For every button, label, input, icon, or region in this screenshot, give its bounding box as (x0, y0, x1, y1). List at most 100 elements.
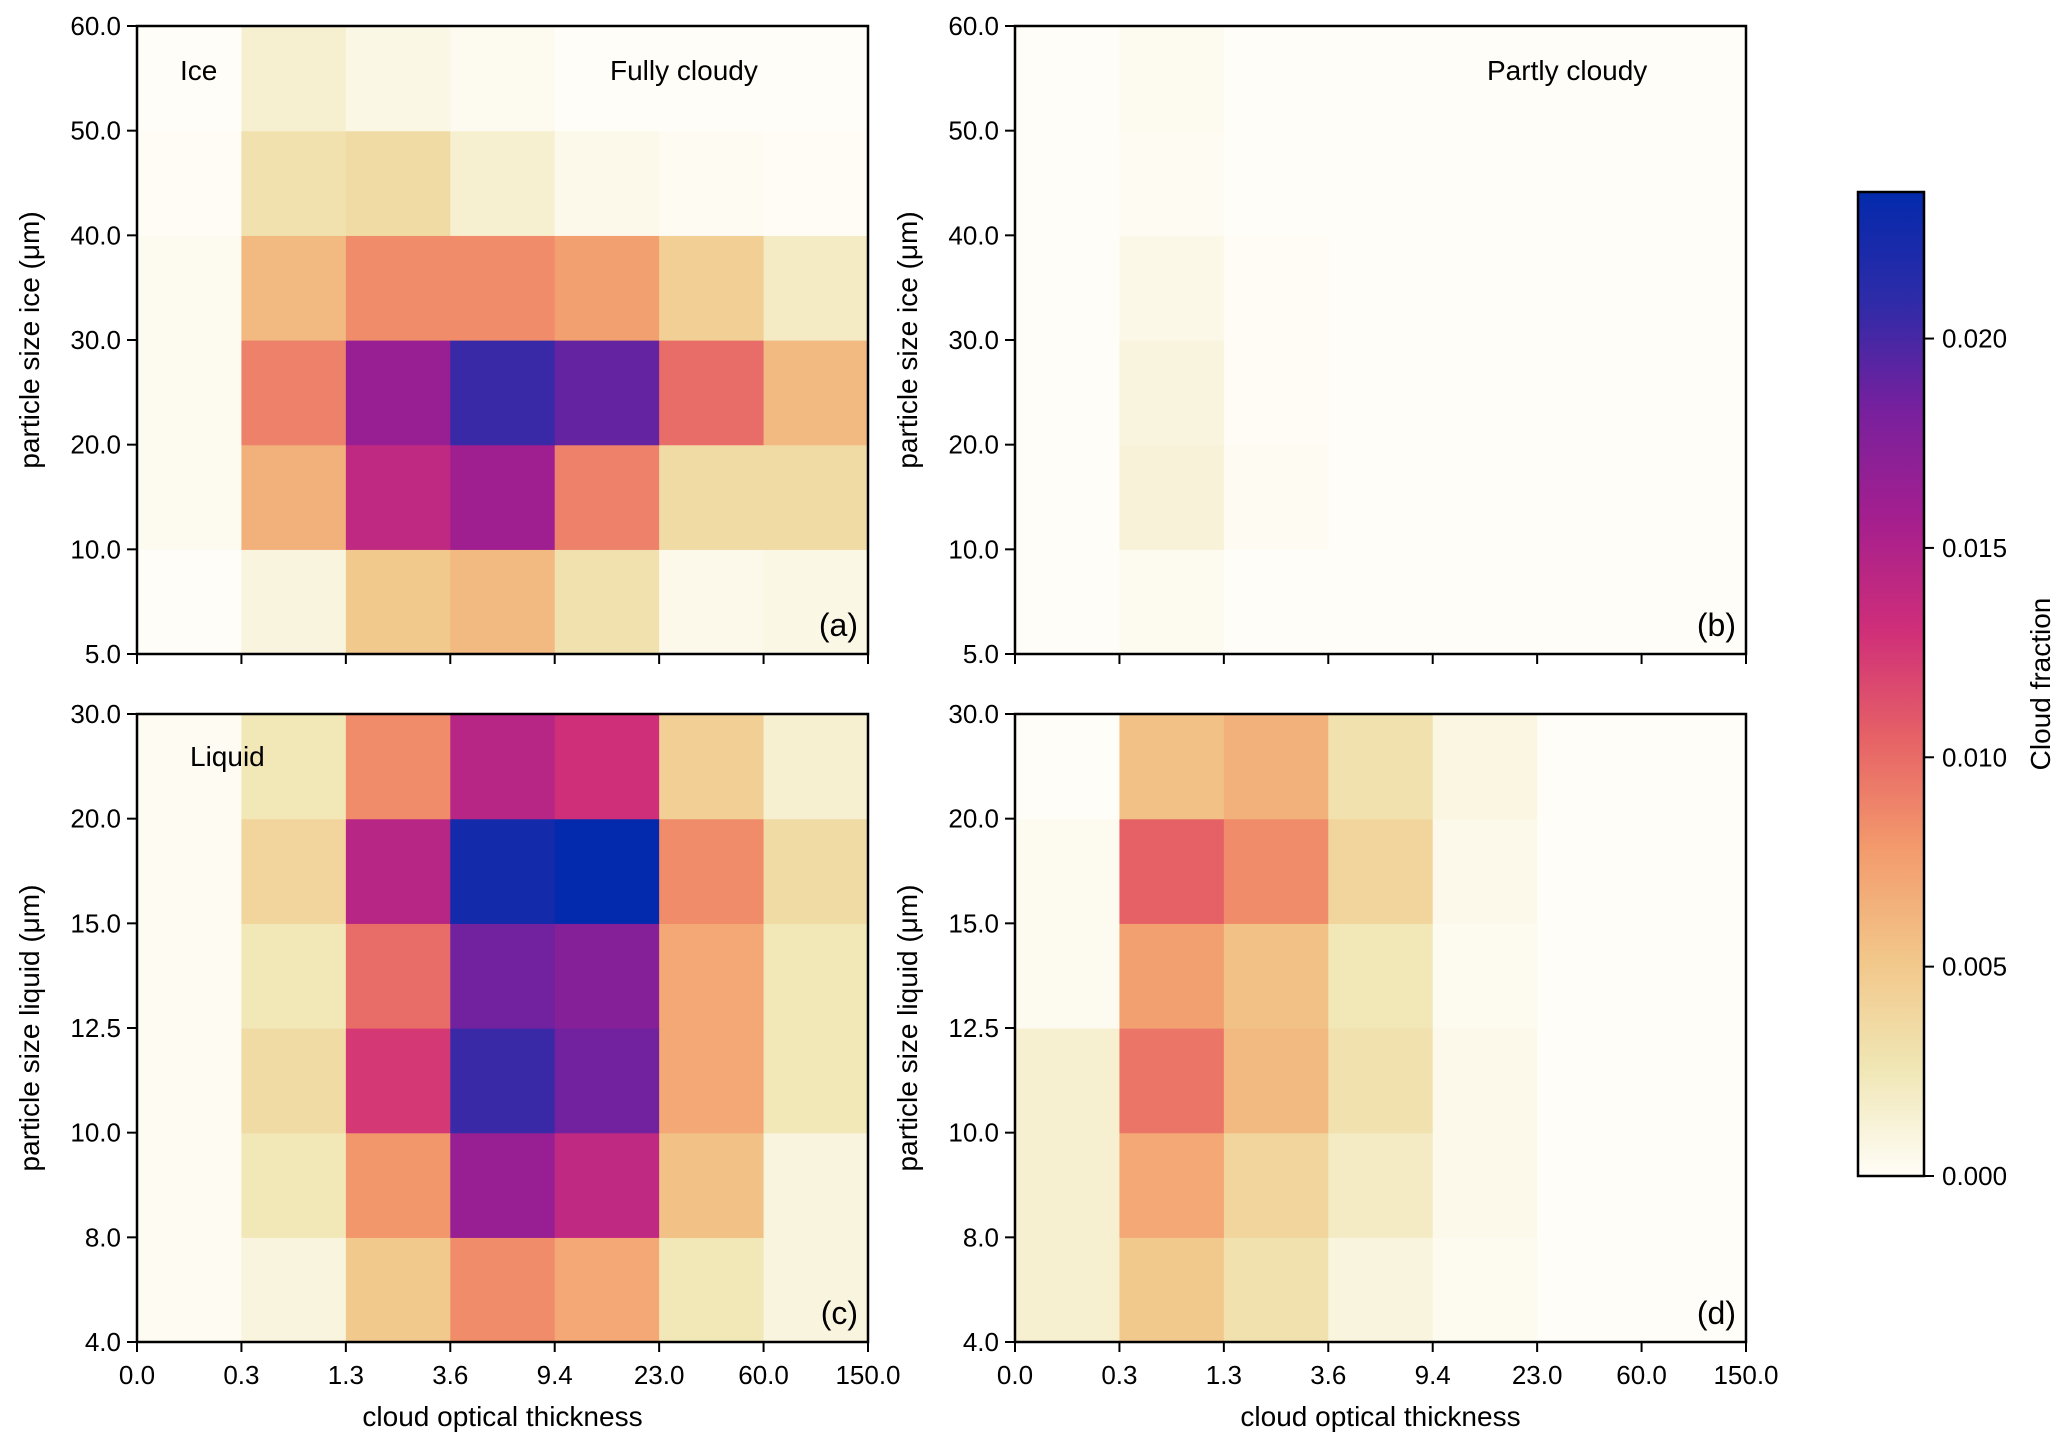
y-tick-label: 8.0 (963, 1222, 999, 1252)
y-tick-label: 50.0 (948, 116, 999, 146)
y-tick-label: 40.0 (70, 220, 121, 250)
heatmap-cell (241, 444, 347, 550)
heatmap-cell (763, 444, 869, 550)
heatmap-cell (1015, 1132, 1121, 1238)
heatmap-cell (450, 1237, 556, 1343)
heatmap-cell (1328, 549, 1434, 655)
panel-tag-label: (c) (821, 1295, 858, 1331)
heatmap-cell (1223, 130, 1329, 236)
heatmap-cell (1328, 235, 1434, 341)
heatmap-cell (1119, 549, 1225, 655)
heatmap-cell (1223, 235, 1329, 341)
heatmap-cell (345, 549, 451, 655)
panel-c: 0.0 0.3 1.3 3.6 9.4 23.0 60.0 150.0 4.0 8.0 10.0 12… (14, 699, 901, 1432)
heatmap-cell (1119, 714, 1225, 820)
heatmap-cell (763, 549, 869, 655)
heatmap-cell (1223, 26, 1329, 132)
heatmap-cell (137, 549, 243, 655)
x-tick-label: 3.6 (432, 1360, 468, 1390)
heatmap-cell (450, 1132, 556, 1238)
heatmap-cell (1641, 1132, 1747, 1238)
heatmap-cell (659, 1132, 765, 1238)
y-tick-label: 30.0 (948, 699, 999, 729)
heatmap-cell (763, 340, 869, 446)
heatmap-cell (450, 340, 556, 446)
heatmap-cell (345, 714, 451, 820)
heatmap-cell (241, 340, 347, 446)
heatmap-cell (1537, 444, 1643, 550)
heatmap-cell (1015, 444, 1121, 550)
heatmap-cell (137, 714, 243, 820)
heatmap-cell (450, 714, 556, 820)
y-tick-label: 20.0 (70, 430, 121, 460)
heatmap-cell (1223, 714, 1329, 820)
x-tick-label: 150.0 (835, 1360, 900, 1390)
heatmap-cell (345, 923, 451, 1029)
y-tick-label: 30.0 (948, 325, 999, 355)
heatmap-cell (450, 923, 556, 1029)
heatmap-cell (1537, 130, 1643, 236)
y-tick-label: 20.0 (948, 430, 999, 460)
heatmap-cell (1432, 1028, 1538, 1134)
x-tick-label: 23.0 (1512, 1360, 1563, 1390)
heatmap-cell (137, 130, 243, 236)
y-tick-label: 30.0 (70, 325, 121, 355)
heatmap-cell (1641, 26, 1747, 132)
x-tick-label: 23.0 (634, 1360, 685, 1390)
y-tick-label: 4.0 (85, 1327, 121, 1357)
heatmap-cell (1328, 714, 1434, 820)
heatmap-cell (1328, 1237, 1434, 1343)
heatmap-cell (763, 1028, 869, 1134)
x-axis-label: cloud optical thickness (1240, 1401, 1520, 1432)
heatmap-cell (1015, 923, 1121, 1029)
heatmap-cell (1223, 340, 1329, 446)
heatmap-cell (1328, 923, 1434, 1029)
heatmap-cell (1328, 1132, 1434, 1238)
x-tick-label: 1.3 (328, 1360, 364, 1390)
colorbar-tick-label: 0.005 (1942, 952, 2007, 982)
heatmap-cell (345, 1028, 451, 1134)
heatmap-cell (659, 714, 765, 820)
colorbar-tick-label: 0.010 (1942, 742, 2007, 772)
heatmap-cell (1537, 923, 1643, 1029)
x-tick-label: 9.4 (1415, 1360, 1451, 1390)
heatmap-cell (1119, 1237, 1225, 1343)
y-tick-label: 10.0 (70, 1118, 121, 1148)
colorbar-gradient (1856, 190, 1926, 1178)
heatmap-cell (241, 1028, 347, 1134)
y-tick-label: 12.5 (948, 1013, 999, 1043)
heatmap-cell (1223, 1028, 1329, 1134)
x-tick-label: 9.4 (537, 1360, 573, 1390)
heatmap-cell (554, 340, 660, 446)
colorbar-tick-label: 0.000 (1942, 1161, 2007, 1191)
x-tick-label: 1.3 (1206, 1360, 1242, 1390)
heatmap-cell (659, 923, 765, 1029)
heatmap-cell (1537, 549, 1643, 655)
heatmap-cell (1223, 444, 1329, 550)
heatmap-cell (137, 1237, 243, 1343)
y-tick-label: 10.0 (948, 534, 999, 564)
x-tick-label: 60.0 (1616, 1360, 1667, 1390)
y-tick-label: 30.0 (70, 699, 121, 729)
heatmap-cell (1432, 923, 1538, 1029)
heatmap-cell (241, 923, 347, 1029)
heatmap-cell (1537, 714, 1643, 820)
heatmap-cell (1119, 26, 1225, 132)
heatmap-cell (1641, 340, 1747, 446)
heatmap-cell (1328, 130, 1434, 236)
heatmap-cell (1119, 1132, 1225, 1238)
y-tick-label: 12.5 (70, 1013, 121, 1043)
heatmap-cell (1223, 1132, 1329, 1238)
heatmap-cell (659, 818, 765, 924)
heatmap-cell (554, 1237, 660, 1343)
heatmap-cell (241, 1132, 347, 1238)
panel-tag-label: (b) (1697, 607, 1736, 643)
y-tick-label: 15.0 (948, 908, 999, 938)
heatmap-cell (241, 26, 347, 132)
heatmap-cell (1432, 1132, 1538, 1238)
heatmap-cell (554, 818, 660, 924)
heatmap-cell (1432, 549, 1538, 655)
heatmap-cell (1432, 340, 1538, 446)
heatmap-cell (1015, 130, 1121, 236)
